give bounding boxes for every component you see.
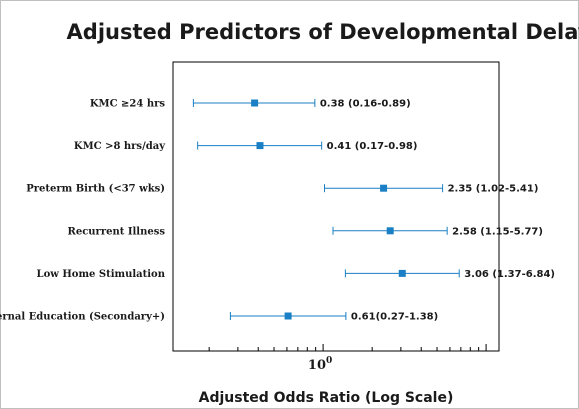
forest-marks: KMC ≥24 hrs 0.38 (0.16-0.89) KMC >8 hrs/da…: [0, 99, 555, 323]
odds-ratio-marker: [380, 184, 388, 192]
row-estimate-label: 0.38 (0.16-0.89): [320, 99, 411, 110]
odds-ratio-marker: [251, 99, 259, 107]
forest-row: KMC ≥24 hrs 0.38 (0.16-0.89): [90, 99, 411, 110]
odds-ratio-marker: [398, 269, 406, 277]
row-label: KMC ≥24 hrs: [90, 99, 166, 110]
row-estimate-label: 0.61(0.27-1.38): [351, 312, 438, 323]
forest-row: Recurrent Illness 2.58 (1.15-5.77): [68, 226, 543, 237]
row-estimate-label: 0.41 (0.17-0.98): [327, 141, 418, 152]
row-estimate-label: 3.06 (1.37-6.84): [464, 269, 555, 280]
row-estimate-label: 2.58 (1.15-5.77): [452, 226, 543, 237]
x-axis-ticks: 100: [208, 344, 487, 373]
forest-row: Maternal Education (Secondary+) 0.61(0.27…: [0, 312, 438, 323]
odds-ratio-marker: [256, 142, 264, 150]
row-label: Maternal Education (Secondary+): [0, 312, 165, 323]
row-label: Preterm Birth (<37 wks): [26, 184, 165, 195]
odds-ratio-marker: [386, 227, 394, 235]
row-estimate-label: 2.35 (1.02-5.41): [448, 184, 539, 195]
row-label: Recurrent Illness: [68, 226, 166, 237]
forest-row: Low Home Stimulation 3.06 (1.37-6.84): [37, 269, 555, 280]
forest-row: Preterm Birth (<37 wks) 2.35 (1.02-5.41): [26, 184, 538, 195]
chart-title: Adjusted Predictors of Developmental Del…: [67, 20, 579, 44]
x-axis-label: Adjusted Odds Ratio (Log Scale): [199, 390, 454, 406]
plot-area-frame: [172, 61, 500, 352]
forest-row: KMC >8 hrs/day 0.41 (0.17-0.98): [74, 141, 418, 152]
x-tick-label: 100: [308, 356, 332, 373]
row-label: Low Home Stimulation: [37, 269, 166, 280]
odds-ratio-marker: [284, 312, 292, 320]
row-label: KMC >8 hrs/day: [74, 141, 166, 152]
